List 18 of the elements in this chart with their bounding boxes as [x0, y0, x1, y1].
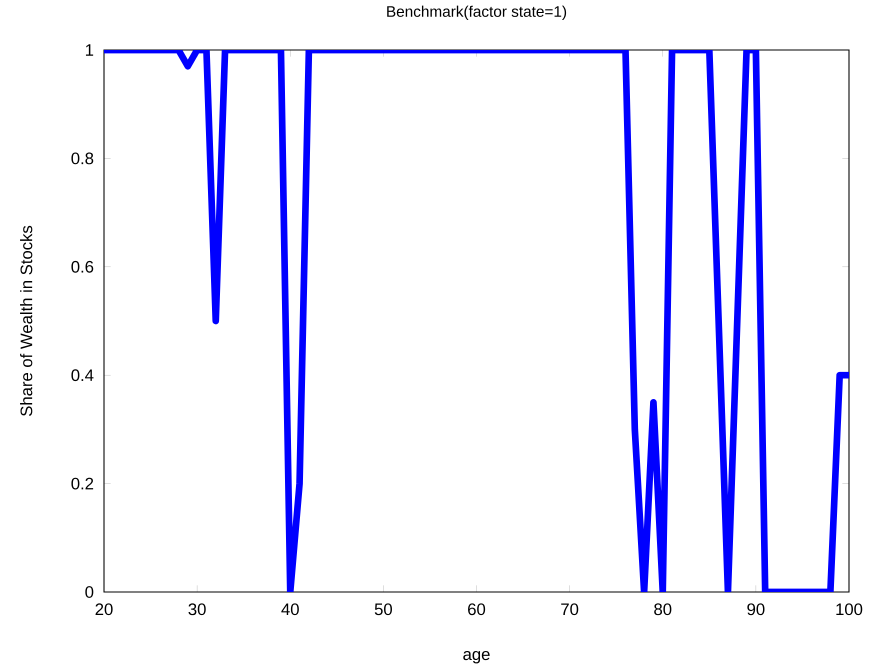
x-tick-label: 100: [836, 603, 862, 616]
x-axis-title: age: [463, 650, 490, 664]
x-tick-label: 90: [747, 603, 764, 616]
y-tick-label: 1: [86, 44, 94, 56]
x-tick-label: 20: [96, 603, 113, 616]
x-tick-label: 70: [561, 603, 578, 616]
y-tick-label: 0: [85, 586, 94, 598]
x-tick-label: 40: [281, 603, 299, 616]
x-tick-label: 30: [188, 603, 206, 616]
y-tick-label: 0.2: [71, 478, 94, 490]
x-tick-label: 50: [374, 603, 392, 616]
y-tick-label: 0.6: [71, 260, 94, 273]
y-axis-title: Share of Wealth in Stocks: [20, 226, 32, 416]
x-tick-label: 80: [654, 603, 672, 616]
y-tick-label: 0.8: [71, 152, 94, 164]
y-tick-label: 0.4: [71, 369, 94, 382]
x-tick-label: 60: [468, 603, 486, 616]
chart-title: Benchmark(factor state=1): [387, 6, 566, 20]
